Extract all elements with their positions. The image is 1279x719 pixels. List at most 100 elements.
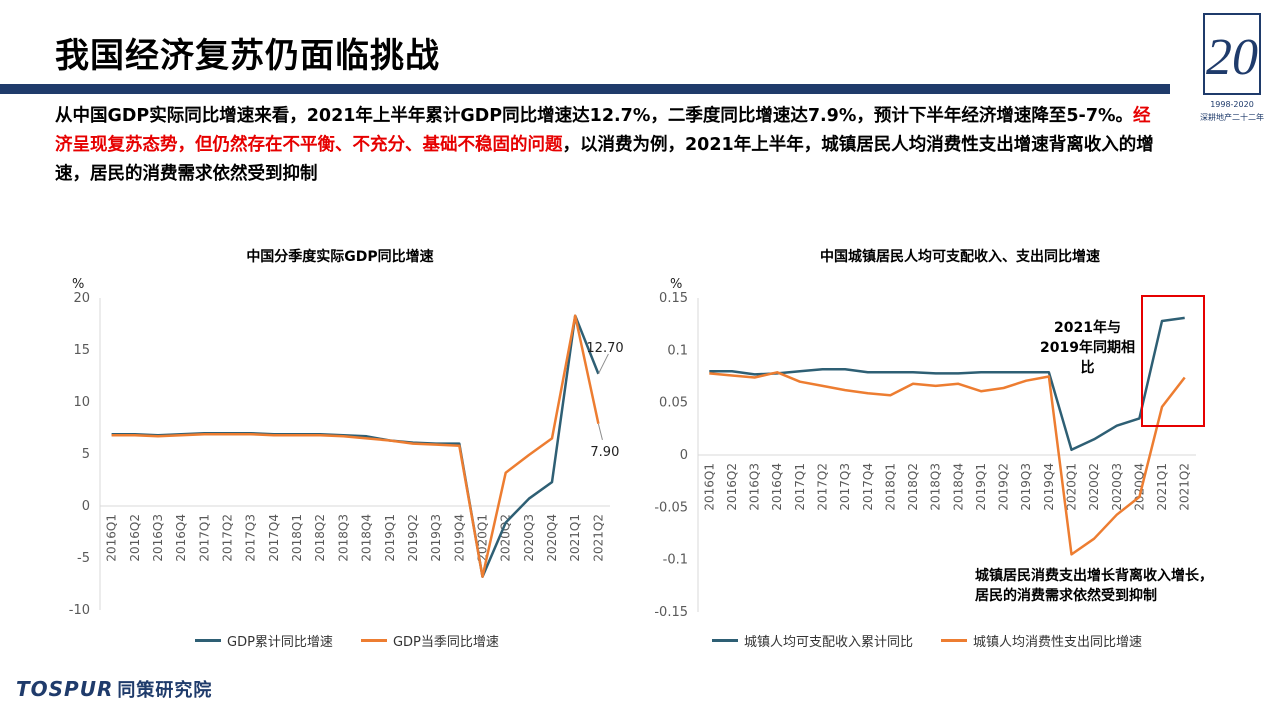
chart2-y-tick-label: -0.15: [654, 605, 688, 620]
chart2-series-line-1: [709, 371, 1186, 556]
chart2-x-tick-label: 2019Q1: [974, 463, 988, 511]
chart2-y-tick-label: -0.1: [663, 553, 688, 568]
chart2-x-tick-label: 2020Q3: [1110, 463, 1124, 511]
chart2-x-tick-label: 2016Q1: [702, 463, 716, 511]
chart1-x-tick-label: 2018Q4: [360, 514, 374, 562]
chart1-annotation-leader-1: [597, 423, 603, 440]
chart1-data-label-1: 7.90: [590, 445, 619, 460]
chart1-y-tick-label: -10: [69, 603, 90, 618]
chart1-x-tick-label: 2017Q3: [244, 514, 258, 562]
chart1-y-tick-label: -5: [77, 551, 90, 566]
chart1-x-tick-label: 2017Q2: [221, 514, 235, 562]
page-title: 我国经济复苏仍面临挑战: [55, 36, 440, 76]
chart2-legend-swatch-0: [712, 639, 738, 642]
chart2-highlight-note: 2021年与2019年同期相比: [1040, 320, 1135, 376]
chart2-series-line-0: [709, 316, 1185, 452]
brand-chinese-name: 同策研究院: [117, 680, 213, 701]
chart1-x-tick-label: 2019Q1: [383, 514, 397, 562]
chart1-x-tick-label: 2016Q4: [174, 514, 188, 562]
chart1-x-tick-label: 2018Q3: [336, 514, 350, 562]
chart2-title: 中国城镇居民人均可支配收入、支出同比增速: [820, 249, 1100, 265]
chart1-x-tick-label: 2016Q1: [105, 514, 119, 562]
chart1-x-tick-label: 2019Q2: [406, 514, 420, 562]
chart1-data-label-0: 12.70: [586, 341, 623, 356]
chart1-x-tick-label: 2021Q2: [591, 514, 605, 562]
chart1-legend-label-0: GDP累计同比增速: [227, 635, 333, 650]
chart2-x-tick-label: 2016Q4: [770, 463, 784, 511]
title-underline-bar: [0, 84, 1170, 94]
chart2-y-unit-label: %: [670, 277, 682, 292]
chart2-x-tick-label: 2017Q2: [816, 463, 830, 511]
chart2-y-tick-label: 0.1: [667, 343, 688, 358]
chart1-y-unit-label: %: [72, 277, 84, 292]
anniversary-years: 1998-2020: [1210, 100, 1254, 109]
chart2-legend-label-1: 城镇人均消费性支出同比增速: [973, 635, 1143, 650]
chart2-legend-swatch-1: [941, 639, 968, 642]
chart1-x-tick-label: 2020Q2: [499, 514, 513, 562]
chart1-legend-label-1: GDP当季同比增速: [392, 635, 499, 650]
chart1-y-tick-label: 5: [82, 447, 90, 462]
chart1-x-tick-label: 2017Q4: [267, 514, 281, 562]
chart2-x-tick-label: 2020Q4: [1132, 463, 1146, 511]
chart2-legend-label-0: 城镇人均可支配收入累计同比: [744, 635, 914, 650]
chart2-x-tick-label: 2021Q2: [1178, 463, 1192, 511]
chart1-legend-item-0: GDP累计同比增速: [195, 631, 333, 650]
anniversary-logo: 20 1998-2020 深耕地产二十二年: [1192, 12, 1272, 130]
chart1-x-tick-label: 2020Q4: [545, 514, 559, 562]
chart1-legend-swatch-1: [360, 639, 387, 642]
chart1-x-tick-label: 2018Q1: [290, 514, 304, 562]
intro-text-part2: ，以消费为例，2021年上半年，城镇居民人均消费性支出增速背离收入的增速，居民的…: [55, 135, 1154, 184]
chart1-y-tick-label: 15: [73, 343, 90, 358]
intro-text-part1: 从中国GDP实际同比增速来看，2021年上半年累计GDP同比增速达12.7%，二…: [55, 106, 1134, 126]
chart2-x-tick-label: 2016Q2: [725, 463, 739, 511]
chart1-legend: GDP累计同比增速 GDP当季同比增速: [195, 631, 527, 650]
anniversary-20-emblem: 20: [1203, 13, 1261, 95]
chart1-x-tick-label: 2018Q2: [313, 514, 327, 562]
chart2-legend-item-1: 城镇人均消费性支出同比增速: [941, 631, 1142, 650]
chart2-x-tick-label: 2016Q3: [748, 463, 762, 511]
brand-latin-name: TOSPUR: [16, 677, 114, 701]
chart1-x-tick-label: 2016Q3: [151, 514, 165, 562]
chart2-x-tick-label: 2020Q2: [1087, 463, 1101, 511]
chart1-title: 中国分季度实际GDP同比增速: [246, 249, 434, 265]
chart2-x-tick-label: 2018Q1: [883, 463, 897, 511]
anniversary-number: 20: [1206, 29, 1258, 86]
chart1-y-tick-label: 0: [82, 499, 90, 514]
chart2-legend-item-0: 城镇人均可支配收入累计同比: [712, 631, 913, 650]
chart1-series-line-1: [111, 314, 600, 578]
chart2-legend: 城镇人均可支配收入累计同比 城镇人均消费性支出同比增速: [712, 631, 1170, 650]
chart1-legend-swatch-0: [195, 639, 221, 642]
chart1-legend-item-1: GDP当季同比增速: [360, 631, 499, 650]
intro-text-highlight: 经济呈现复苏态势，但仍然存在不平衡、不充分、基础不稳固的问题: [55, 106, 1151, 155]
chart2-x-tick-label: 2018Q3: [929, 463, 943, 511]
chart2-x-tick-label: 2017Q3: [838, 463, 852, 511]
chart2-x-tick-label: 2018Q2: [906, 463, 920, 511]
brand-logo: TOSPUR 同策研究院: [16, 676, 212, 702]
chart1-annotation-leader-0: [597, 353, 609, 375]
chart2-x-tick-label: 2017Q4: [861, 463, 875, 511]
chart1-x-tick-label: 2016Q2: [128, 514, 142, 562]
intro-paragraph: 从中国GDP实际同比增速来看，2021年上半年累计GDP同比增速达12.7%，二…: [55, 102, 1165, 189]
anniversary-slogan: 深耕地产二十二年: [1200, 113, 1264, 122]
chart2-y-tick-label: -0.05: [654, 500, 688, 515]
chart2-y-tick-label: 0: [680, 448, 688, 463]
chart2-y-tick-label: 0.15: [659, 291, 688, 306]
chart1-x-tick-label: 2019Q4: [452, 514, 466, 562]
chart1-y-tick-label: 20: [73, 291, 90, 306]
chart2-highlight-box: [1141, 295, 1205, 427]
chart2-x-tick-label: 2019Q2: [997, 463, 1011, 511]
chart2-x-tick-label: 2019Q3: [1019, 463, 1033, 511]
chart1-x-tick-label: 2020Q3: [522, 514, 536, 562]
chart2-x-tick-label: 2018Q4: [951, 463, 965, 511]
chart2-x-tick-label: 2019Q4: [1042, 463, 1056, 511]
chart2-x-tick-label: 2020Q1: [1065, 463, 1079, 511]
chart1-x-tick-label: 2019Q3: [429, 514, 443, 562]
chart1-x-tick-label: 2021Q1: [568, 514, 582, 562]
chart1-y-tick-label: 10: [73, 395, 90, 410]
chart2-y-tick-label: 0.05: [659, 396, 688, 411]
chart2-x-tick-label: 2017Q1: [793, 463, 807, 511]
chart2-x-tick-label: 2021Q1: [1155, 463, 1169, 511]
chart2-bottom-note: 城镇居民消费支出增长背离收入增长，居民的消费需求依然受到抑制: [975, 568, 1213, 604]
